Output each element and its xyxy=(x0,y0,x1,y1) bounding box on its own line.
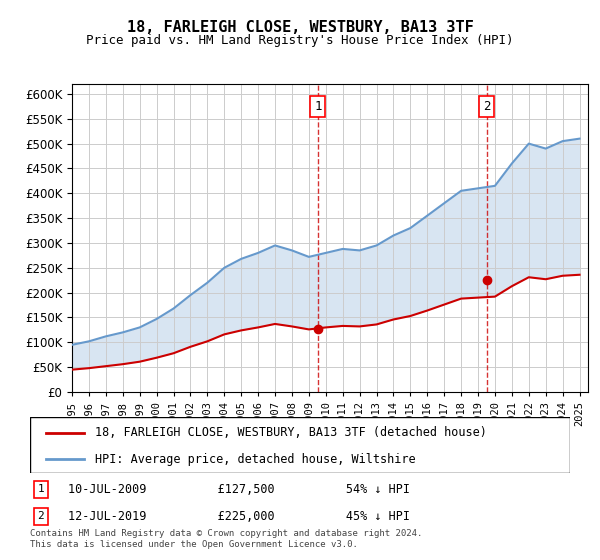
Text: 1: 1 xyxy=(314,100,322,113)
Text: Price paid vs. HM Land Registry's House Price Index (HPI): Price paid vs. HM Land Registry's House … xyxy=(86,34,514,46)
Text: 18, FARLEIGH CLOSE, WESTBURY, BA13 3TF (detached house): 18, FARLEIGH CLOSE, WESTBURY, BA13 3TF (… xyxy=(95,426,487,440)
Text: Contains HM Land Registry data © Crown copyright and database right 2024.
This d: Contains HM Land Registry data © Crown c… xyxy=(30,529,422,549)
Text: 12-JUL-2019          £225,000          45% ↓ HPI: 12-JUL-2019 £225,000 45% ↓ HPI xyxy=(68,510,410,523)
Text: 2: 2 xyxy=(483,100,491,113)
Text: 18, FARLEIGH CLOSE, WESTBURY, BA13 3TF: 18, FARLEIGH CLOSE, WESTBURY, BA13 3TF xyxy=(127,20,473,35)
Text: 1: 1 xyxy=(37,484,44,494)
FancyBboxPatch shape xyxy=(30,417,570,473)
Text: HPI: Average price, detached house, Wiltshire: HPI: Average price, detached house, Wilt… xyxy=(95,452,415,466)
Text: 2: 2 xyxy=(37,511,44,521)
Text: 10-JUL-2009          £127,500          54% ↓ HPI: 10-JUL-2009 £127,500 54% ↓ HPI xyxy=(68,483,410,496)
